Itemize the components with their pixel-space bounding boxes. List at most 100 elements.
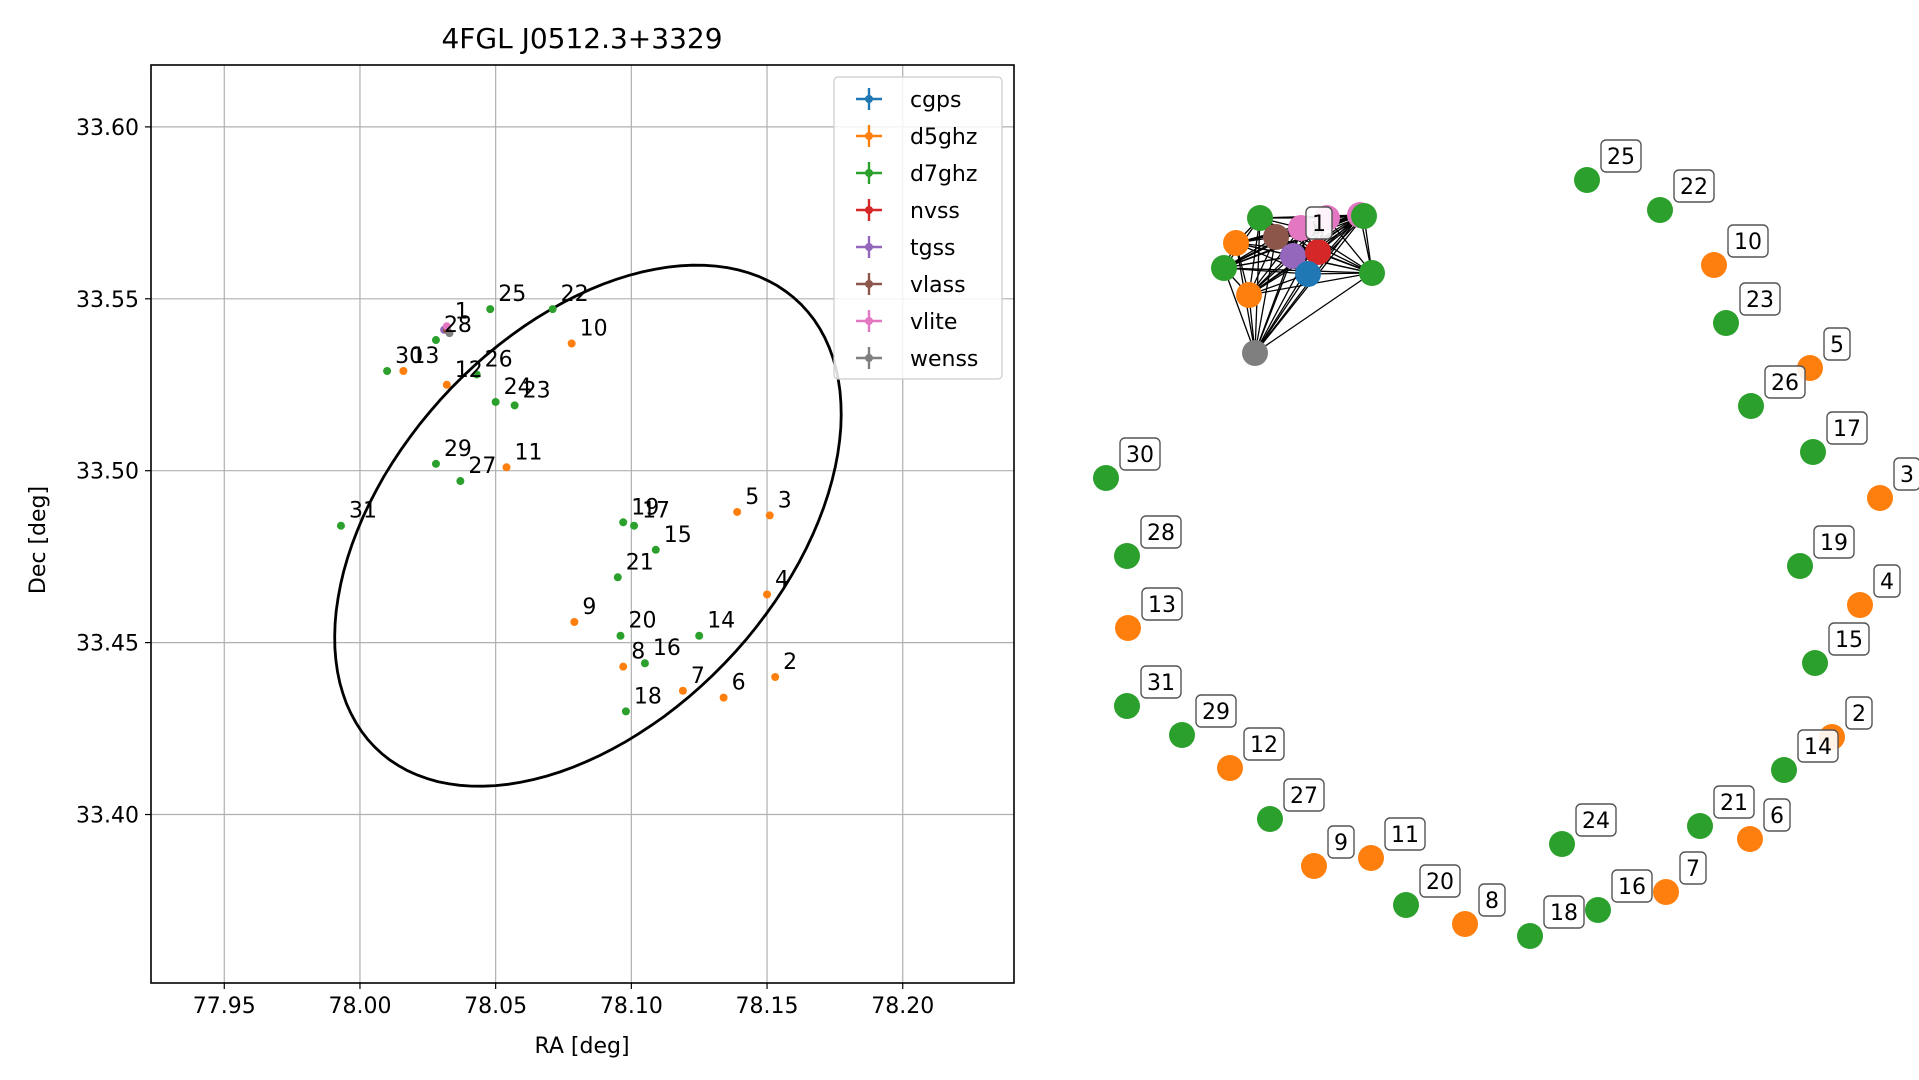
point-label: 25 — [498, 282, 526, 307]
graph-hub-node — [1236, 282, 1262, 308]
graph-node-label: 31 — [1140, 665, 1182, 699]
point-label: 3 — [778, 488, 792, 513]
y-tick-label: 33.40 — [76, 804, 139, 829]
graph-node-6 — [1737, 826, 1763, 852]
graph-edge — [1223, 267, 1309, 275]
data-point-d5ghz — [570, 617, 579, 626]
graph-node-15 — [1802, 650, 1828, 676]
graph-node-24 — [1549, 831, 1575, 857]
label-box — [1845, 696, 1873, 730]
data-point-vlite — [442, 322, 451, 331]
graph-node-9 — [1301, 853, 1327, 879]
data-point-d7ghz — [431, 336, 440, 345]
data-points — [336, 305, 780, 716]
label-box — [1243, 727, 1285, 761]
label-box — [1813, 525, 1855, 559]
label-box — [1478, 883, 1506, 917]
graph-edge — [1223, 267, 1256, 354]
graph-node-20 — [1393, 892, 1419, 918]
label-box — [1384, 817, 1426, 851]
label-box — [1713, 785, 1755, 819]
label-text: 5 — [1830, 333, 1844, 358]
legend-marker-dot — [865, 95, 873, 103]
x-tick-label: 78.15 — [736, 994, 799, 1019]
graph-node-label: 5 — [1823, 327, 1851, 361]
graph-node-label: 6 — [1763, 798, 1791, 832]
point-label: 13 — [411, 344, 439, 369]
point-label: 28 — [444, 313, 472, 338]
label-text: 17 — [1833, 417, 1861, 442]
graph-node-17 — [1800, 439, 1826, 465]
graph-hub-node — [1305, 239, 1331, 265]
data-point-d5ghz — [502, 463, 511, 472]
ellipse-outline — [333, 263, 843, 788]
label-text: 26 — [1771, 371, 1799, 396]
label-text: 22 — [1680, 175, 1708, 200]
point-label: 22 — [561, 282, 589, 307]
legend-entry-d5ghz: d5ghz — [910, 125, 977, 150]
graph-node-label: 19 — [1813, 525, 1855, 559]
graph-hub-node — [1263, 224, 1289, 250]
point-label: 2 — [783, 650, 797, 675]
label-box — [1140, 515, 1182, 549]
label-text: 20 — [1426, 870, 1454, 895]
label-box — [1140, 665, 1182, 699]
label-box — [1739, 282, 1781, 316]
y-tick-label: 33.50 — [76, 460, 139, 485]
data-point-d5ghz — [619, 662, 628, 671]
graph-node-label: 7 — [1679, 851, 1707, 885]
label-text: 11 — [1391, 823, 1419, 848]
label-text: 27 — [1290, 784, 1318, 809]
graph-node-12 — [1217, 755, 1243, 781]
graph-node-label: 18 — [1543, 895, 1585, 929]
legend-entry-tgss: tgss — [910, 236, 956, 261]
label-box — [1195, 694, 1237, 728]
graph-node-3 — [1867, 485, 1893, 511]
x-axis-label: RA [deg] — [534, 1034, 629, 1059]
graph-edge — [1248, 251, 1319, 296]
graph-hub-node — [1211, 255, 1237, 281]
y-tick-label: 33.60 — [76, 116, 139, 141]
graph-edge — [1254, 272, 1373, 354]
graph-node-label: 29 — [1195, 694, 1237, 728]
graph-node-label: 12 — [1243, 727, 1285, 761]
label-box — [1823, 327, 1851, 361]
graph-node-27 — [1257, 806, 1283, 832]
label-text: 6 — [1770, 804, 1784, 829]
label-text: 14 — [1804, 735, 1832, 760]
point-label: 6 — [732, 671, 746, 696]
label-text: 8 — [1485, 889, 1499, 914]
graph-node-28 — [1114, 543, 1140, 569]
legend: cgps d5ghz d7ghz nvss tgss vlass vlite wenss — [833, 76, 1003, 380]
graph-node-label: 10 — [1727, 224, 1769, 258]
data-point-d5ghz — [399, 367, 408, 375]
point-label: 26 — [485, 347, 513, 372]
graph-edge — [1254, 236, 1277, 354]
graph-node-25 — [1574, 167, 1600, 193]
chart-title: 4FGL J0512.3+3329 — [441, 22, 722, 55]
x-tick-label: 77.95 — [193, 994, 256, 1019]
legend-entry-vlass: vlass — [910, 273, 966, 298]
point-label: 29 — [444, 437, 472, 462]
label-text: 28 — [1147, 521, 1175, 546]
label-box — [1763, 798, 1791, 832]
label-text: 21 — [1720, 791, 1748, 816]
data-point-d7ghz — [640, 659, 649, 668]
point-label: 14 — [707, 609, 735, 634]
label-text: 1 — [1312, 212, 1326, 237]
data-point-d7ghz — [621, 707, 630, 716]
data-point-d7ghz — [336, 521, 345, 530]
point-label: 1 — [455, 299, 469, 324]
point-label: 5 — [745, 485, 759, 510]
point-label: 20 — [628, 609, 656, 634]
graph-hub-node — [1223, 230, 1249, 256]
graph-hub-node — [1351, 203, 1377, 229]
graph-node-label: 1 — [1305, 206, 1333, 240]
data-point-d5ghz — [719, 693, 728, 702]
label-text: 10 — [1734, 230, 1762, 255]
data-point-d5ghz — [771, 673, 780, 681]
label-text: 13 — [1148, 593, 1176, 618]
label-box — [1611, 869, 1653, 903]
graph-node-label: 21 — [1713, 785, 1755, 819]
legend-marker-dot — [865, 206, 873, 214]
